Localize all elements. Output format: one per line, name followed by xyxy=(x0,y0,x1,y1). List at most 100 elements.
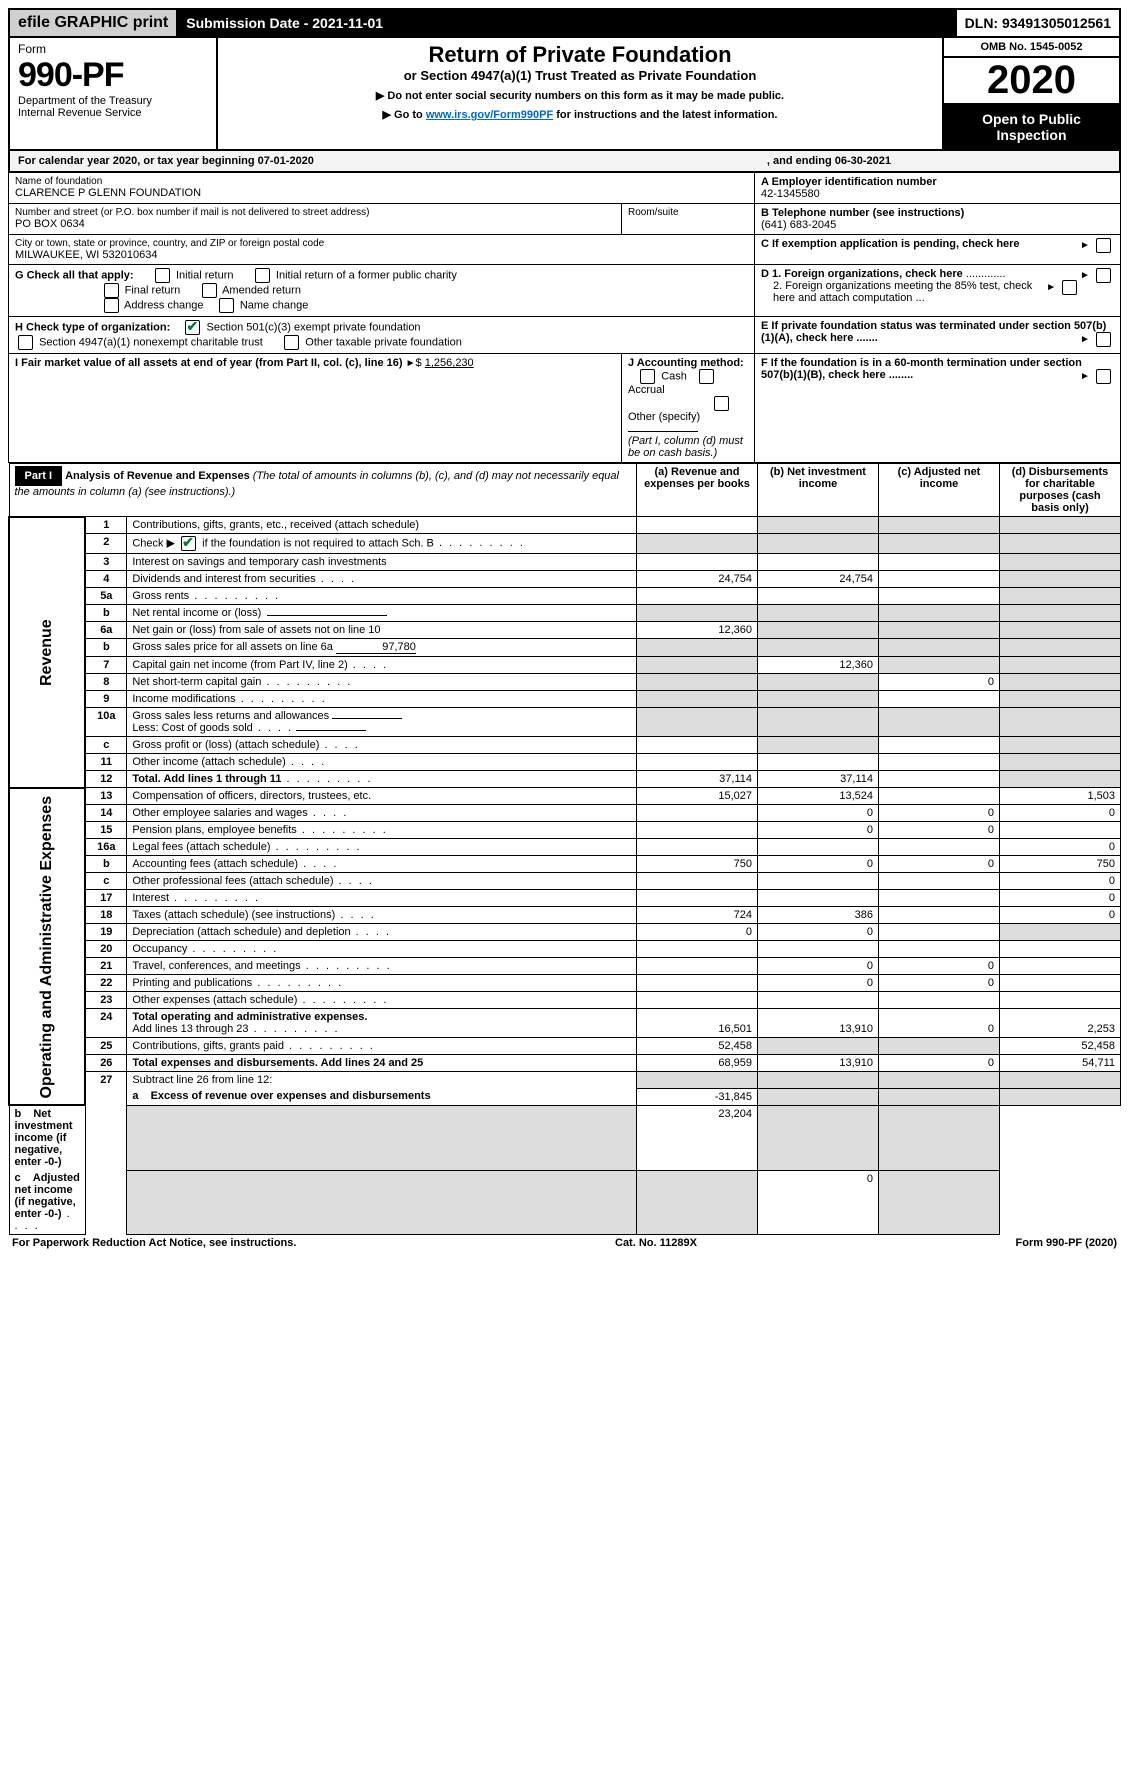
top-bar: efile GRAPHIC print Submission Date - 20… xyxy=(8,8,1121,38)
address-change-check[interactable] xyxy=(104,298,119,313)
form-url-link[interactable]: www.irs.gov/Form990PF xyxy=(426,109,553,121)
form-header: Form 990-PF Department of the Treasury I… xyxy=(8,38,1121,151)
open-public: Open to Public Inspection xyxy=(944,105,1119,149)
line-num: 4 xyxy=(85,571,127,588)
line-num: 3 xyxy=(85,554,127,571)
ein-label: A Employer identification number xyxy=(761,176,1114,188)
sch-b-check[interactable] xyxy=(181,536,196,551)
box-f-check[interactable] xyxy=(1096,369,1111,384)
initial-former-label: Initial return of a former public charit… xyxy=(276,269,457,281)
line-desc: Gross sales price for all assets on line… xyxy=(127,639,637,657)
amt-a: 750 xyxy=(637,856,758,873)
footer-mid: Cat. No. 11289X xyxy=(615,1237,697,1249)
amt-b: 0 xyxy=(758,856,879,873)
amt-b: 24,754 xyxy=(758,571,879,588)
line-num: 25 xyxy=(85,1038,127,1055)
amt-b: 13,910 xyxy=(758,1009,879,1038)
line-desc: Subtract line 26 from line 12: xyxy=(127,1072,637,1089)
amt-b: 13,910 xyxy=(758,1055,879,1072)
line-num: 26 xyxy=(85,1055,127,1072)
line-desc: Accounting fees (attach schedule) xyxy=(127,856,637,873)
line-desc: Pension plans, employee benefits xyxy=(127,822,637,839)
line-num: 8 xyxy=(85,674,127,691)
final-return-check[interactable] xyxy=(104,283,119,298)
initial-return-check[interactable] xyxy=(155,268,170,283)
amt-b: 23,204 xyxy=(637,1105,758,1170)
amt-d: 52,458 xyxy=(1000,1038,1121,1055)
other-acct-check[interactable] xyxy=(714,396,729,411)
phone-label: B Telephone number (see instructions) xyxy=(761,207,1114,219)
cash-check[interactable] xyxy=(640,369,655,384)
col-d-header: (d) Disbursements for charitable purpose… xyxy=(1000,464,1121,517)
dept-treasury: Department of the Treasury xyxy=(18,95,208,107)
footer-right: Form 990-PF (2020) xyxy=(1016,1237,1117,1249)
line-desc: Other employee salaries and wages xyxy=(127,805,637,822)
dept-irs: Internal Revenue Service xyxy=(18,107,208,119)
line-num: b xyxy=(85,639,127,657)
amt-a: 12,360 xyxy=(637,622,758,639)
part1-title: Analysis of Revenue and Expenses xyxy=(65,470,250,482)
line-desc: Interest xyxy=(127,890,637,907)
footer-left: For Paperwork Reduction Act Notice, see … xyxy=(12,1237,296,1249)
amt-b: 0 xyxy=(758,975,879,992)
amt-c: 0 xyxy=(879,1009,1000,1038)
line-num: 20 xyxy=(85,941,127,958)
street-label: Number and street (or P.O. box number if… xyxy=(15,207,615,218)
box-f: F If the foundation is in a 60-month ter… xyxy=(761,357,1082,381)
line-desc: Check ▶ if the foundation is not require… xyxy=(127,534,637,554)
501c3-label: Section 501(c)(3) exempt private foundat… xyxy=(207,321,421,333)
form-title: Return of Private Foundation xyxy=(226,42,934,68)
line-num: 16a xyxy=(85,839,127,856)
city-label: City or town, state or province, country… xyxy=(15,238,748,249)
phone-value: (641) 683-2045 xyxy=(761,219,1114,231)
initial-former-check[interactable] xyxy=(255,268,270,283)
box-e-check[interactable] xyxy=(1096,332,1111,347)
line-num: 1 xyxy=(85,517,127,534)
501c3-check[interactable] xyxy=(185,320,200,335)
amended-check[interactable] xyxy=(202,283,217,298)
line-num: 12 xyxy=(85,771,127,788)
line-desc: Net rental income or (loss) xyxy=(127,605,637,622)
box-c-check[interactable] xyxy=(1096,238,1111,253)
other-tax-check[interactable] xyxy=(284,335,299,350)
amt-d: 1,503 xyxy=(1000,788,1121,805)
line-num: 5a xyxy=(85,588,127,605)
efile-button[interactable]: efile GRAPHIC print xyxy=(10,10,178,36)
other-tax-label: Other taxable private foundation xyxy=(305,336,462,348)
amt-c: 0 xyxy=(879,805,1000,822)
submission-date: Submission Date - 2021-11-01 xyxy=(178,10,956,36)
arrow-icon xyxy=(1080,370,1090,382)
amt-d: 0 xyxy=(1000,805,1121,822)
box-d2-check[interactable] xyxy=(1062,280,1077,295)
box-h-label: H Check type of organization: xyxy=(15,321,170,333)
accrual-label: Accrual xyxy=(628,384,665,396)
final-return-label: Final return xyxy=(125,284,181,296)
goto-note: ▶ Go to www.irs.gov/Form990PF for instru… xyxy=(226,108,934,121)
amt-c: 0 xyxy=(879,975,1000,992)
amt-b: 12,360 xyxy=(758,657,879,674)
amt-d: 0 xyxy=(1000,907,1121,924)
calendar-year-line: For calendar year 2020, or tax year begi… xyxy=(8,151,1121,172)
cash-label: Cash xyxy=(661,370,687,382)
4947-check[interactable] xyxy=(18,335,33,350)
line-desc: Gross rents xyxy=(127,588,637,605)
line-num: b xyxy=(85,605,127,622)
line-num: b xyxy=(85,856,127,873)
line-num: 11 xyxy=(85,754,127,771)
box-d1-check[interactable] xyxy=(1096,268,1111,283)
dln: DLN: 93491305012561 xyxy=(957,10,1119,36)
form-number: 990-PF xyxy=(18,56,208,95)
line-desc: Gross sales less returns and allowances … xyxy=(127,708,637,737)
line-num: c xyxy=(85,873,127,890)
box-i-label: I Fair market value of all assets at end… xyxy=(15,357,403,369)
amt-b: 0 xyxy=(758,958,879,975)
arrow-icon xyxy=(1046,281,1056,293)
form-subtitle: or Section 4947(a)(1) Trust Treated as P… xyxy=(226,68,934,83)
name-change-check[interactable] xyxy=(219,298,234,313)
amt-a: 724 xyxy=(637,907,758,924)
accrual-check[interactable] xyxy=(699,369,714,384)
name-change-label: Name change xyxy=(240,299,309,311)
arrow-icon xyxy=(1080,269,1090,281)
line-desc: Depreciation (attach schedule) and deple… xyxy=(127,924,637,941)
line-desc: Taxes (attach schedule) (see instruction… xyxy=(127,907,637,924)
